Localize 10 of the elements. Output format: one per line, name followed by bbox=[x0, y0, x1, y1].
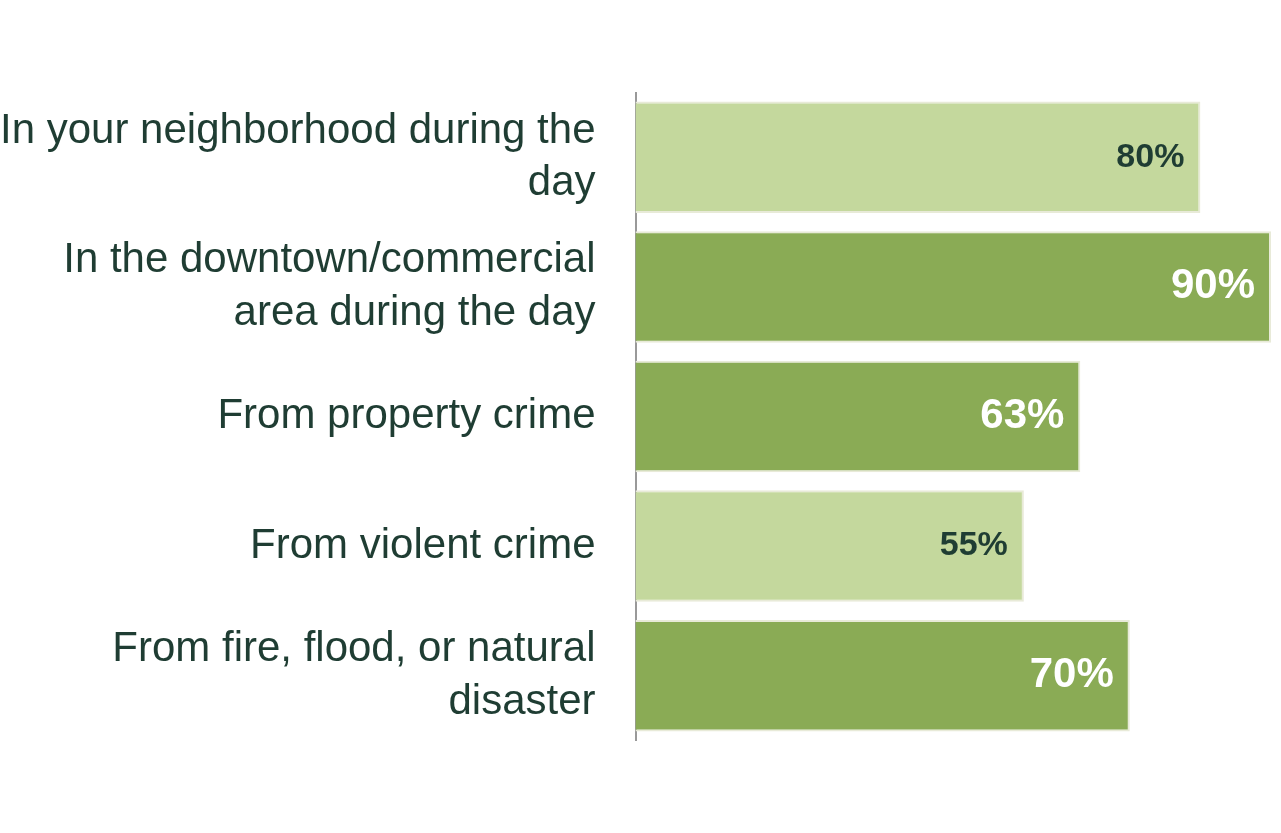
y-tick-label: From property crime bbox=[217, 390, 596, 438]
y-tick-label: In the downtown/commercial area during the day bbox=[63, 234, 596, 334]
y-tick-label: In your neighborhood during the day bbox=[0, 104, 596, 205]
y-tick-label: From violent crime bbox=[250, 519, 596, 567]
data-label: 55% bbox=[939, 524, 1008, 563]
data-label: 70% bbox=[1029, 649, 1114, 697]
data-label: 63% bbox=[980, 390, 1065, 438]
data-label: 80% bbox=[1116, 135, 1185, 174]
data-label: 90% bbox=[1170, 260, 1255, 308]
y-tick-label: From fire, flood, or natural disaster bbox=[112, 623, 596, 723]
